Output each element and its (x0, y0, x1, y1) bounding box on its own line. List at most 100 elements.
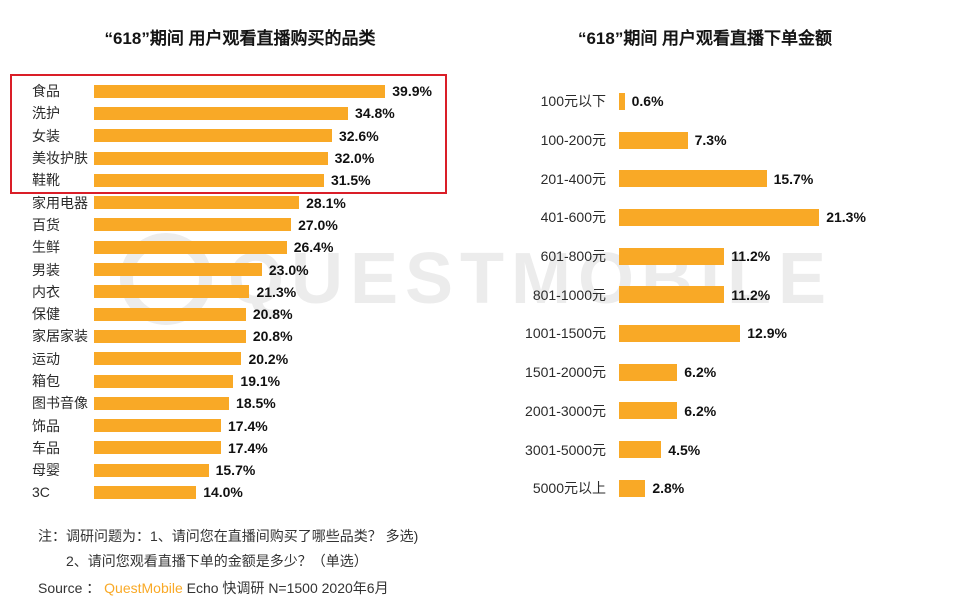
bar-row: 家居家装 20.8% (32, 325, 472, 347)
value-label: 14.0% (203, 484, 243, 501)
category-label: 内衣 (32, 283, 60, 300)
value-label: 0.6% (631, 93, 664, 110)
category-label: 车品 (32, 439, 60, 456)
bar-row: 男装 23.0% (32, 258, 472, 280)
bar-row: 201-400元 15.7% (495, 159, 950, 198)
value-label: 15.7% (773, 170, 814, 187)
bar (94, 463, 209, 477)
value-label: 11.2% (731, 286, 771, 303)
bar-row: 100元以下 0.6% (495, 82, 950, 121)
bar (619, 402, 678, 420)
value-label: 31.5% (330, 172, 371, 189)
category-label: 女装 (32, 127, 60, 144)
bar (94, 218, 292, 232)
category-label: 饰品 (32, 417, 60, 434)
bar-row: 车品 17.4% (32, 437, 472, 459)
value-label: 20.8% (252, 306, 293, 323)
bar-row: 401-600元 21.3% (495, 198, 950, 237)
bar-row: 鞋靴 31.5% (32, 169, 472, 191)
value-label: 20.8% (252, 328, 293, 345)
bar-row: 运动 20.2% (32, 348, 472, 370)
footnotes: 注：调研问题为：1、请问您在直播间购买了哪些品类？ 多选) 2、请问您观看直播下… (38, 528, 418, 596)
category-label: 保健 (32, 306, 60, 323)
category-label: 家用电器 (32, 194, 88, 211)
bar (94, 129, 332, 143)
bar-row: 食品 39.9% (32, 80, 472, 102)
bar-row: 生鲜 26.4% (32, 236, 472, 258)
bar (94, 173, 324, 187)
category-label: 1501-2000元 (525, 364, 606, 381)
value-label: 32.6% (338, 127, 379, 144)
value-label: 21.3% (826, 209, 866, 226)
bar (94, 374, 234, 388)
bar (94, 396, 230, 410)
bar-row: 母婴 15.7% (32, 459, 472, 481)
category-label: 100-200元 (540, 132, 606, 149)
bar-row: 801-1000元 11.2% (495, 275, 950, 314)
watermark-text: QUESTMOBILE (228, 239, 834, 319)
category-label: 男装 (32, 261, 60, 278)
category-label: 3001-5000元 (525, 441, 606, 458)
bar (94, 485, 197, 499)
chart-title-amounts: “618”期间 用户观看直播下单金额 (577, 29, 833, 48)
bar-row: 美妆护肤 32.0% (32, 147, 472, 169)
bar (94, 285, 250, 299)
bar-row: 图书音像 18.5% (32, 392, 472, 414)
value-label: 4.5% (668, 441, 701, 458)
bar (619, 208, 820, 226)
value-label: 27.0% (298, 216, 338, 233)
footnote-line1: 注：调研问题为：1、请问您在直播间购买了哪些品类？ 多选) (38, 528, 419, 544)
value-label: 32.0% (334, 150, 375, 167)
bar (94, 329, 246, 343)
bar-row: 601-800元 11.2% (495, 237, 950, 276)
bar-row: 箱包 19.1% (32, 370, 472, 392)
category-label: 5000元以上 (532, 480, 606, 497)
bar (619, 170, 767, 188)
bar (94, 196, 300, 210)
value-label: 19.1% (240, 373, 281, 389)
bar (619, 286, 725, 304)
category-label: 鞋靴 (32, 172, 60, 189)
category-label: 3C (32, 484, 50, 501)
category-label: 1001-1500元 (525, 325, 606, 342)
bar-row: 5000元以上 2.8% (495, 469, 950, 508)
category-label: 运动 (32, 350, 60, 367)
category-label: 201-400元 (540, 170, 606, 187)
value-label: 7.3% (694, 132, 727, 149)
value-label: 18.5% (236, 395, 276, 412)
bar (619, 441, 662, 459)
category-label: 601-800元 (540, 248, 606, 265)
bar (619, 247, 725, 265)
bar-row: 饰品 17.4% (32, 414, 472, 436)
bar-row: 100-200元 7.3% (495, 121, 950, 160)
category-label: 食品 (32, 83, 60, 100)
bar (94, 151, 328, 165)
category-label: 母婴 (32, 462, 60, 479)
category-label: 家居家装 (32, 328, 88, 345)
category-label: 百货 (32, 216, 60, 233)
value-label: 26.4% (293, 239, 334, 256)
source-brand: QuestMobile (104, 579, 183, 596)
value-label: 23.0% (268, 261, 309, 278)
bar-row: 1501-2000元 6.2% (495, 353, 950, 392)
bar (94, 419, 222, 433)
value-label: 11.2% (731, 248, 771, 265)
category-label: 2001-3000元 (525, 402, 606, 419)
bar-row: 2001-3000元 6.2% (495, 392, 950, 431)
category-label: 401-600元 (540, 209, 606, 226)
value-label: 12.9% (747, 325, 787, 342)
bar (619, 324, 741, 342)
bar (94, 84, 386, 98)
footnote-line2: 2、请问您观看直播下单的金额是多少？（单选） (66, 552, 368, 569)
source-suffix: Echo 快调研 N=1500 2020年6月 (182, 579, 389, 596)
category-label: 生鲜 (32, 239, 60, 256)
bar (619, 92, 625, 110)
value-label: 2.8% (652, 480, 685, 497)
source-line: Source ： QuestMobile Echo 快调研 N=1500 202… (38, 580, 418, 597)
bar-chart-categories: 食品 39.9% 洗护 34.8% 女装 32.6% 美妆护肤 32.0% 鞋靴 31.5% 家用电… (32, 80, 472, 504)
bar (94, 106, 349, 120)
bar (619, 131, 688, 149)
bar (619, 479, 646, 497)
value-label: 6.2% (684, 364, 717, 381)
